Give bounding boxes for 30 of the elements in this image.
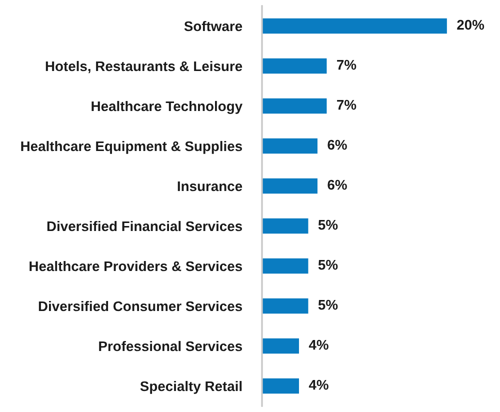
bar: [262, 98, 327, 114]
data-label: 5%: [318, 220, 338, 230]
y-tick-label: Diversified Financial Services: [47, 220, 242, 232]
bar: [262, 18, 447, 34]
y-tick-label: Software: [184, 20, 242, 32]
y-tick-label: Hotels, Restaurants & Leisure: [46, 60, 242, 74]
data-label: 5%: [318, 260, 338, 270]
bar: [262, 338, 299, 354]
y-tick-label: Healthcare Providers & Services: [30, 260, 242, 272]
y-tick-label: Healthcare Equipment & Supplies: [21, 140, 242, 154]
bar: [262, 138, 318, 154]
data-label: 4%: [308, 340, 328, 350]
bar: [262, 258, 308, 274]
data-label: 6%: [328, 180, 347, 190]
bar: [262, 378, 299, 394]
data-label: 7%: [337, 100, 356, 110]
bar: [262, 298, 308, 314]
y-tick-label: Healthcare Technology: [92, 100, 242, 114]
data-label: 5%: [318, 300, 338, 310]
bar: [262, 58, 327, 74]
y-tick-label: Professional Services: [99, 340, 242, 352]
y-tick-label: Diversified Consumer Services: [38, 300, 242, 312]
bar: [262, 178, 318, 194]
y-tick-label: Insurance: [178, 181, 242, 192]
y-tick-label: Specialty Retail: [140, 380, 242, 394]
bar: [262, 218, 308, 234]
data-label: 6%: [328, 140, 347, 150]
data-label: 20%: [457, 20, 484, 30]
data-label: 4%: [308, 380, 328, 390]
data-label: 7%: [337, 60, 356, 70]
